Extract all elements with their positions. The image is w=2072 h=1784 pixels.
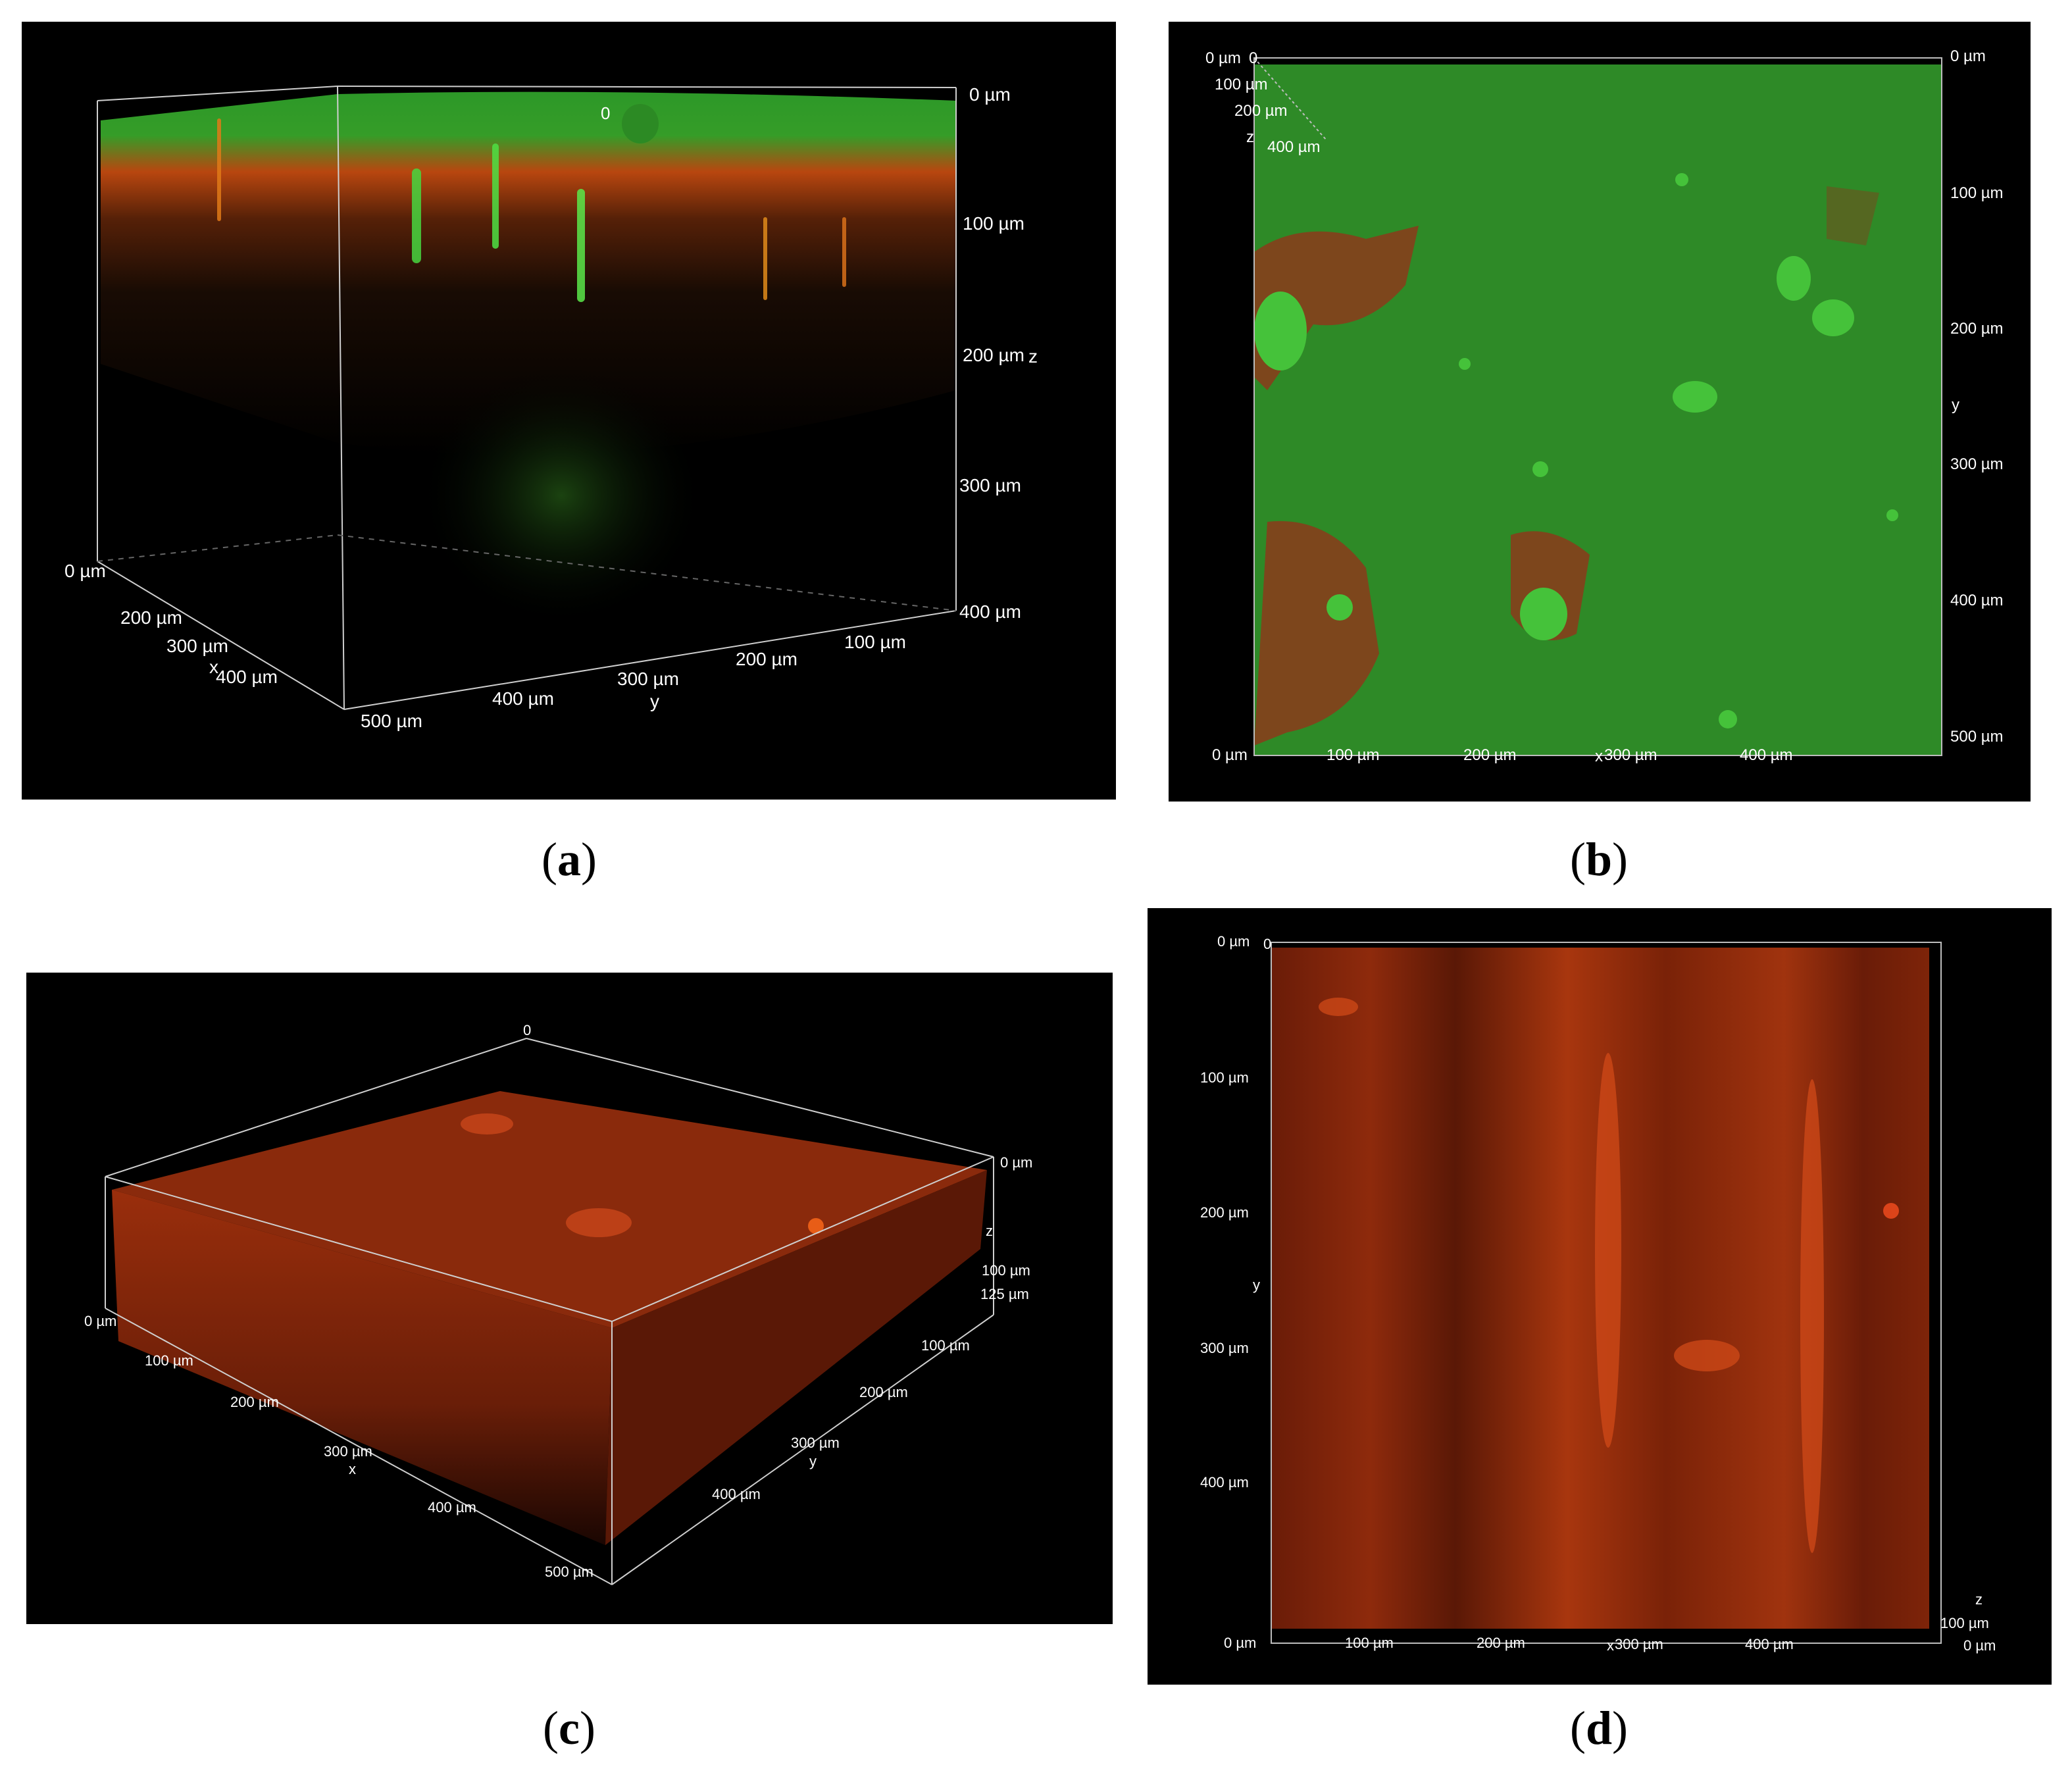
panel-b-x-tick: 200 µm (1463, 746, 1517, 764)
panel-b-corner-tick: 200 µm (1234, 102, 1288, 120)
panel-d-x-tick: 200 µm (1477, 1635, 1525, 1651)
panel-d-y-tick: 0 µm (1217, 933, 1250, 950)
panel-b-corner-tick: 400 µm (1267, 138, 1321, 156)
panel-a-image: 0 µm 100 µm 200 µm z 300 µm 400 µm 0 0 µ… (22, 22, 1116, 800)
panel-a-x-tick: 200 µm (120, 607, 182, 628)
panel-d-image: 0 µm 0 100 µm 200 µm y 300 µm 400 µm 0 µ… (1148, 908, 2052, 1685)
panel-c-y-tick: 100 µm (921, 1337, 970, 1354)
panel-a-x-tick: 400 µm (216, 667, 278, 687)
panel-c-x-tick: 500 µm (545, 1564, 594, 1580)
panel-d-y-axis-label: y (1253, 1277, 1260, 1293)
panel-c-y-tick: 200 µm (859, 1384, 908, 1400)
panel-b-caption: (b) (1569, 833, 1628, 886)
panel-c-x-tick: 100 µm (145, 1352, 193, 1369)
panel-b-x-axis-label: x (1595, 748, 1603, 765)
panel-b-corner-tick: 0 µm (1205, 49, 1241, 67)
panel-a-y-axis-label: y (650, 691, 659, 711)
panel-d-y-tick: 400 µm (1200, 1474, 1249, 1491)
panel-a-y-tick: 500 µm (361, 711, 422, 731)
panel-d-origin: 0 (1263, 936, 1271, 952)
panel-d-x-tick: 100 µm (1345, 1635, 1394, 1651)
panel-c-tissue-slab (112, 1091, 987, 1328)
panel-c-origin: 0 (523, 1022, 531, 1038)
panel-b-corner-tick: z (1246, 128, 1254, 146)
panel-d-x-axis-label: x (1607, 1637, 1614, 1654)
panel-b-x-tick: 400 µm (1740, 746, 1793, 764)
panel-a-x-tick: 300 µm (166, 636, 228, 656)
panel-c-caption: (c) (543, 1702, 595, 1754)
panel-c-y-tick: 400 µm (712, 1486, 761, 1502)
panel-c-image: 0 0 µm z 100 µm 125 µm 0 µm 100 µm 200 µ… (26, 973, 1113, 1624)
panel-a-y-tick: 200 µm (736, 649, 797, 669)
panel-b-y-tick: 100 µm (1950, 184, 2004, 202)
panel-d-z-axis-label: z (1975, 1591, 1983, 1608)
panel-a-y-tick: 100 µm (844, 632, 906, 652)
panel-c-x-tick: 0 µm (84, 1313, 116, 1329)
panel-a-x-tick: 0 µm (64, 561, 106, 581)
panel-d-y-tick: 200 µm (1200, 1204, 1249, 1221)
panel-b-image: 0 µm 0 100 µm 200 µm z 400 µm 0 µm 100 µ… (1169, 22, 2031, 802)
panel-c-y-tick: 300 µm (791, 1435, 840, 1451)
panel-a-z-tick: 400 µm (959, 601, 1021, 622)
panel-d-x-tick: 0 µm (1224, 1635, 1256, 1651)
panel-c-x-axis-label: x (349, 1461, 356, 1477)
panel-a-z-tick: 0 µm (969, 84, 1011, 105)
panel-b-y-tick: 300 µm (1950, 455, 2004, 473)
panel-b-x-tick: 300 µm (1604, 746, 1657, 764)
panel-c-z-tick: 100 µm (982, 1262, 1030, 1279)
panel-c-x-tick: 200 µm (230, 1394, 279, 1410)
panel-d-x-tick: 300 µm (1615, 1636, 1663, 1652)
panel-c-z-tick: 0 µm (1000, 1154, 1032, 1171)
panel-c-x-tick: 400 µm (428, 1499, 476, 1516)
panel-a-origin: 0 (601, 103, 610, 123)
panel-c-z-tick: 125 µm (980, 1286, 1029, 1302)
panel-a-z-tick: 300 µm (959, 475, 1021, 496)
panel-a-z-tick: 200 µm (963, 345, 1024, 365)
panel-b-corner-tick: 0 (1249, 49, 1257, 67)
panel-d-caption: (d) (1569, 1702, 1628, 1754)
panel-a-z-axis-label: z (1028, 346, 1038, 367)
panel-a-volume (101, 91, 956, 455)
panel-a-caption: (a) (542, 833, 597, 886)
panel-a-y-tick: 400 µm (492, 688, 554, 709)
panel-c-y-axis-label: y (809, 1453, 817, 1469)
panel-b-y-tick: 400 µm (1950, 592, 2004, 609)
panel-d-z-tick: 100 µm (1940, 1615, 1989, 1631)
panel-d-y-tick: 300 µm (1200, 1340, 1249, 1356)
panel-a-x-axis-label: x (209, 657, 218, 677)
panel-b-y-tick: 500 µm (1950, 728, 2004, 746)
panel-c-z-axis-label: z (986, 1223, 993, 1239)
panel-b-corner-tick: 100 µm (1215, 76, 1268, 93)
panel-d-y-tick: 100 µm (1200, 1069, 1249, 1086)
panel-b-y-tick: 0 µm (1950, 47, 1986, 65)
panel-d-z-tick: 0 µm (1963, 1637, 1996, 1654)
panel-b-y-tick: 200 µm (1950, 320, 2004, 338)
panel-a-y-tick: 300 µm (617, 669, 679, 689)
panel-d-x-tick: 400 µm (1745, 1636, 1794, 1652)
panel-c-x-tick: 300 µm (324, 1443, 372, 1460)
panel-a-z-tick: 100 µm (963, 213, 1024, 234)
panel-b-y-axis-label: y (1952, 396, 1959, 414)
panel-b-x-tick: 100 µm (1327, 746, 1380, 764)
panel-b-x-tick: 0 µm (1212, 746, 1248, 764)
